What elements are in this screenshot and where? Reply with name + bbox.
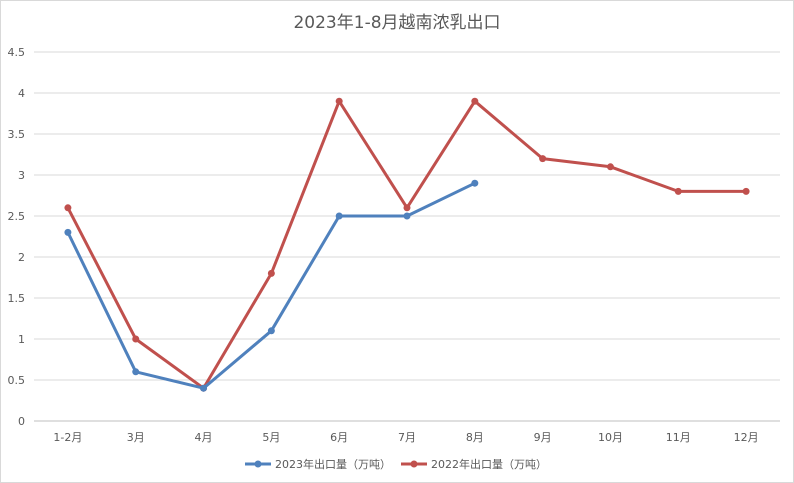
x-axis-tick-labels: 1-2月 3月 4月 5月 6月 7月 8月 9月 10月 11月 12月	[53, 431, 758, 444]
data-point	[335, 212, 343, 220]
series-line	[66, 99, 748, 390]
y-tick-label: 0.5	[8, 374, 26, 387]
legend: 2023年出口量（万吨） 2022年出口量（万吨）	[245, 457, 547, 471]
chart-title: 2023年1-8月越南浓乳出口	[293, 13, 500, 33]
x-tick-label: 1-2月	[53, 431, 82, 444]
data-point	[403, 204, 411, 212]
series-line	[66, 181, 477, 390]
data-point	[132, 335, 140, 343]
legend-swatch-marker	[410, 460, 418, 468]
y-tick-label: 4.5	[8, 46, 26, 59]
y-tick-label: 3	[18, 169, 25, 182]
x-tick-label: 4月	[195, 431, 213, 444]
legend-label: 2022年出口量（万吨）	[431, 457, 547, 471]
y-tick-label: 3.5	[8, 128, 26, 141]
x-tick-label: 5月	[262, 431, 280, 444]
x-tick-label: 8月	[466, 431, 484, 444]
y-tick-label: 2	[18, 251, 25, 264]
y-tick-label: 2.5	[8, 210, 26, 223]
data-point	[200, 384, 208, 392]
data-point	[335, 97, 343, 105]
gridlines	[34, 51, 780, 422]
y-tick-label: 4	[18, 87, 25, 100]
x-tick-label: 6月	[330, 431, 348, 444]
data-point	[606, 163, 614, 171]
legend-label: 2023年出口量（万吨）	[275, 457, 391, 471]
legend-item: 2022年出口量（万吨）	[401, 457, 547, 471]
data-point	[64, 204, 72, 212]
data-point	[267, 269, 275, 277]
data-point	[132, 368, 140, 376]
series-0	[64, 179, 479, 392]
x-tick-label: 12月	[734, 431, 759, 444]
y-tick-label: 1.5	[8, 292, 26, 305]
data-point	[403, 212, 411, 220]
data-point	[471, 179, 479, 187]
data-point	[539, 155, 547, 163]
legend-item: 2023年出口量（万吨）	[245, 457, 391, 471]
data-point	[267, 327, 275, 335]
x-tick-label: 9月	[534, 431, 552, 444]
series-1	[64, 97, 750, 392]
y-tick-label: 1	[18, 333, 25, 346]
data-point	[742, 187, 750, 195]
data-point	[471, 97, 479, 105]
data-point	[64, 228, 72, 236]
x-tick-label: 3月	[127, 431, 145, 444]
x-tick-label: 7月	[398, 431, 416, 444]
y-axis-tick-labels: 0 0.5 1 1.5 2 2.5 3 3.5 4 4.5	[8, 46, 26, 428]
y-tick-label: 0	[18, 415, 25, 428]
legend-swatch-marker	[254, 460, 262, 468]
x-tick-label: 11月	[666, 431, 691, 444]
series-lines	[64, 97, 750, 392]
data-point	[674, 187, 682, 195]
x-tick-label: 10月	[598, 431, 623, 444]
